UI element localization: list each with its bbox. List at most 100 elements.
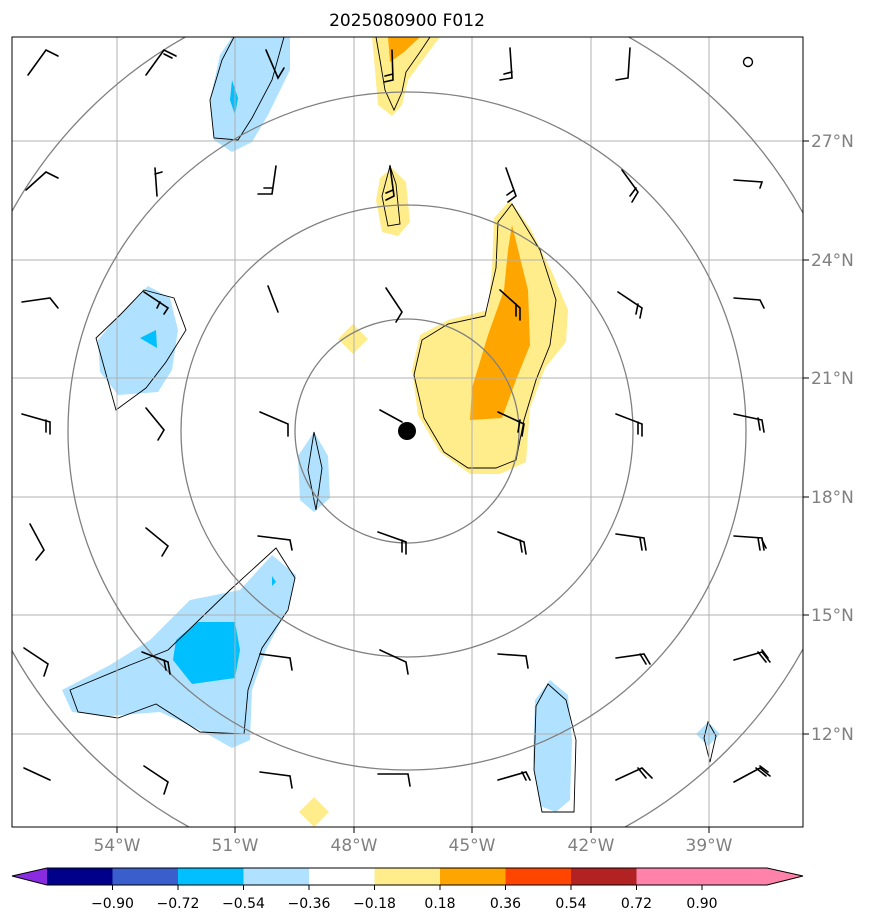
colorbar-tick-label: 0.18 [424, 896, 455, 912]
colorbar-segment [571, 868, 637, 885]
contour-line [703, 720, 717, 763]
blue-anomaly-southeast [533, 680, 572, 812]
wind-barb [497, 411, 525, 437]
wind-barb [143, 765, 169, 795]
wind-barb [615, 413, 643, 437]
contour-line [533, 683, 577, 813]
mid-blue-region [230, 80, 238, 115]
colorbar-segment [47, 868, 113, 885]
wind-barb [145, 527, 170, 557]
x-tick-label: 42°W [568, 836, 615, 856]
colorbar-segment [243, 868, 309, 885]
light-blue-region [98, 286, 178, 395]
colorbar-tick-label: −0.72 [157, 896, 200, 912]
x-ticks [116, 827, 710, 833]
wind-barb [265, 49, 285, 80]
contour-line [381, 164, 401, 227]
map-frame [11, 36, 804, 828]
wind-barb [733, 535, 767, 551]
light-yellow-region [338, 324, 368, 354]
yellow-anomaly-north [372, 37, 440, 116]
light-yellow-region [299, 797, 329, 827]
y-tick-label: 24°N [811, 251, 854, 271]
wind-barb [733, 413, 765, 433]
colorbar-segment [178, 868, 244, 885]
blue-anomaly-north [210, 37, 290, 152]
wind-barb [143, 291, 170, 315]
colorbar-tick-label: −0.54 [222, 896, 265, 912]
wind-barb [499, 289, 521, 321]
colorbar-segment [112, 868, 178, 885]
contour-line [209, 37, 285, 141]
contour-line [69, 547, 296, 735]
wind-barb [29, 523, 45, 561]
y-tick-label: 27°N [811, 132, 854, 152]
wind-barb [377, 531, 407, 555]
filled-contours [62, 37, 720, 827]
wind-barb [615, 653, 651, 665]
x-tick-label: 45°W [449, 836, 496, 856]
colorbar-segment [440, 868, 506, 885]
map-content [12, 37, 803, 827]
colorbar-outline [11, 867, 804, 886]
wind-barb [385, 165, 395, 201]
wind-barb [383, 49, 394, 83]
x-tick-labels: 54°W 51°W 48°W 45°W 42°W 39°W [94, 836, 733, 856]
wind-barb [733, 765, 771, 783]
wind-barb [379, 409, 403, 423]
wind-barbs [21, 47, 771, 795]
wind-barb [25, 171, 59, 191]
x-tick-label: 54°W [94, 836, 141, 856]
wind-barb [497, 771, 531, 781]
contour-lines [69, 37, 717, 813]
wind-barb [615, 47, 631, 81]
range-rings [12, 37, 803, 827]
y-tick-label: 18°N [811, 488, 854, 508]
wind-barb [27, 48, 59, 76]
graticule [12, 37, 803, 827]
light-blue-region [533, 680, 572, 812]
mid-blue-speck [272, 576, 276, 586]
colorbar-extend-high [767, 868, 803, 885]
calm-wind-circle [742, 56, 754, 68]
colorbar-segment [636, 868, 702, 885]
range-ring-3 [67, 91, 747, 771]
wind-barb [259, 771, 293, 789]
light-blue-region [298, 432, 330, 512]
map-title: 2025080900 F012 [329, 11, 485, 31]
wind-barb [145, 407, 165, 441]
colorbar-segment [374, 868, 440, 885]
wind-barb [259, 653, 293, 671]
colorbar-tick-label: 0.72 [621, 896, 652, 912]
wind-barb [377, 773, 411, 787]
wind-barb [499, 47, 513, 81]
yellow-anomaly-speck-south [299, 797, 329, 827]
wind-barb [385, 287, 403, 323]
wind-barb [617, 291, 643, 319]
y-ticks [803, 140, 809, 735]
colorbar: −0.90 −0.72 −0.54 −0.36 −0.18 0.18 0.36 … [11, 867, 804, 912]
wind-barb [141, 651, 171, 675]
x-tick-label: 39°W [686, 836, 733, 856]
orange-region [388, 37, 420, 62]
contour-line [307, 431, 323, 511]
blue-anomaly-small [298, 432, 330, 512]
yellow-anomaly-main [412, 200, 568, 474]
wind-barb [497, 531, 527, 555]
y-tick-labels: 27°N 24°N 21°N 18°N 15°N 12°N [811, 132, 854, 745]
wind-barb [615, 767, 653, 781]
wind-barb [257, 535, 293, 551]
colorbar-tick-label: −0.36 [288, 896, 331, 912]
wind-barb [505, 167, 517, 203]
wind-barb [267, 285, 279, 313]
wind-barb [145, 48, 177, 76]
contour-line [95, 289, 187, 411]
colorbar-tick-label: −0.90 [91, 896, 134, 912]
colorbar-tick-label: 0.36 [490, 896, 521, 912]
wind-barb [379, 649, 409, 675]
wind-barb [621, 169, 639, 203]
light-yellow-region [372, 37, 440, 116]
x-tick-label: 48°W [331, 836, 378, 856]
wind-barb [497, 653, 529, 669]
